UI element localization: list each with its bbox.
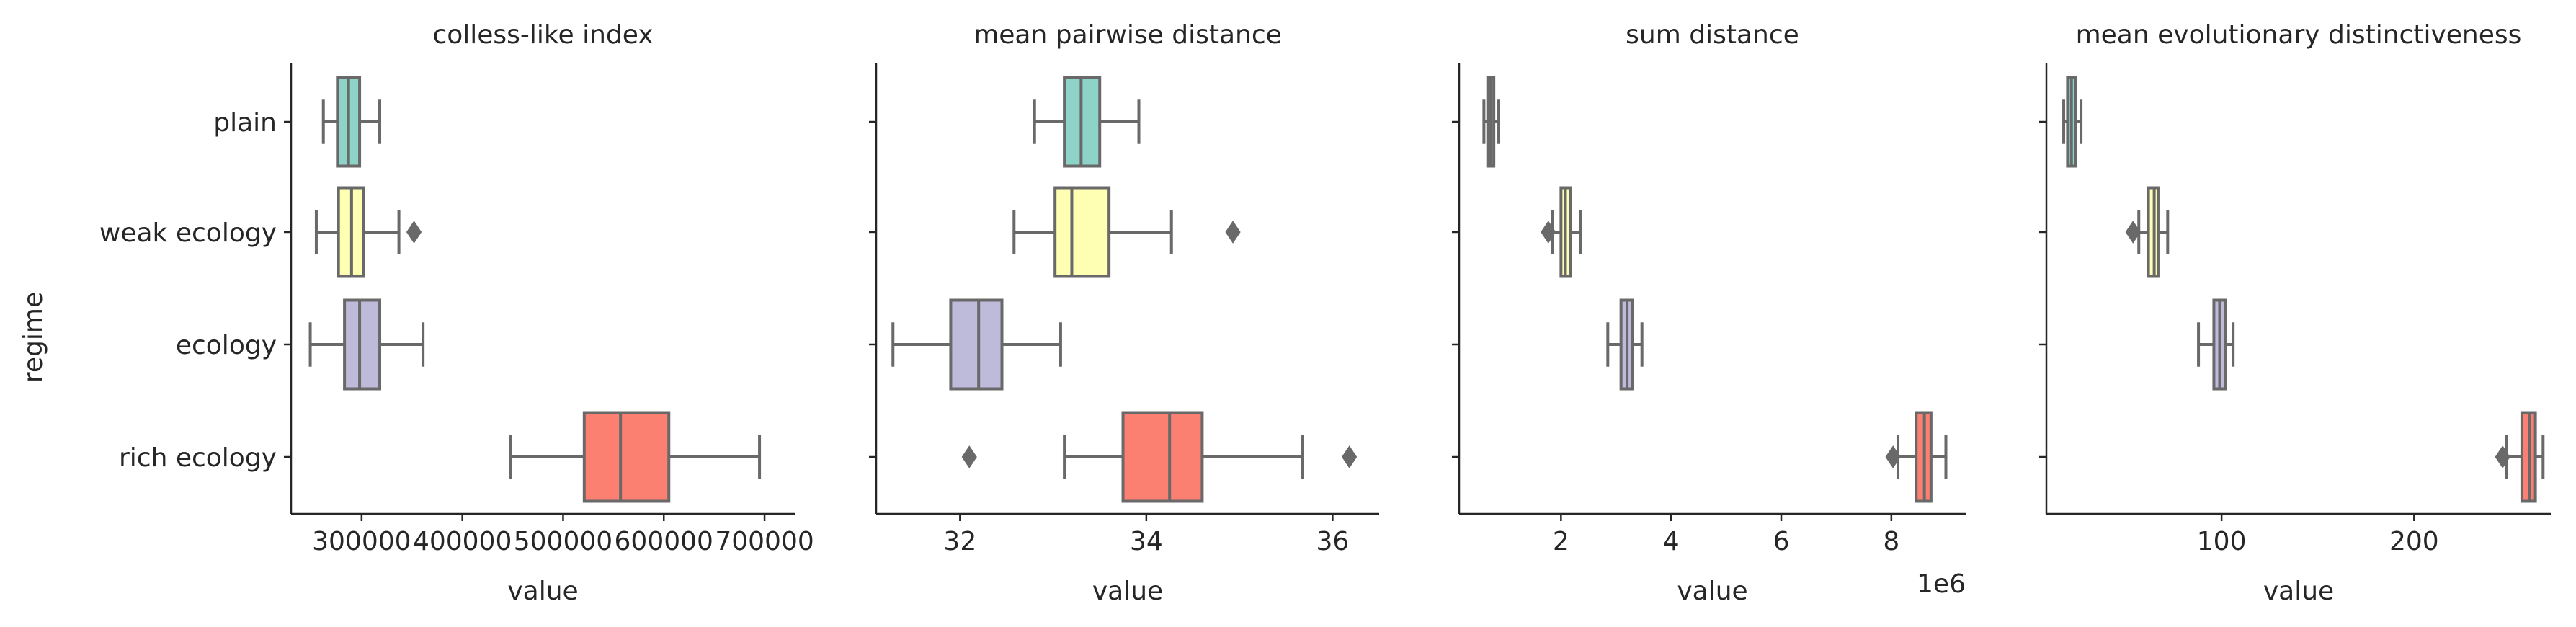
box-ecology bbox=[1606, 298, 1644, 391]
x-axis-label: value bbox=[2263, 577, 2334, 606]
outlier-point bbox=[2495, 445, 2510, 468]
y-tick-label: rich ecology bbox=[119, 443, 277, 473]
box-plain bbox=[1033, 76, 1141, 168]
subplot-title: mean pairwise distance bbox=[973, 20, 1282, 50]
subplot-3: sum distance 2 4 6 8 value 1e6 bbox=[1452, 20, 1966, 606]
box-body bbox=[1053, 186, 1111, 278]
x-tick-label: 700000 bbox=[715, 527, 814, 556]
x-tick-label: 200 bbox=[2389, 527, 2439, 556]
box-rich-ecology bbox=[961, 411, 1358, 503]
x-tick-label: 400000 bbox=[413, 527, 512, 556]
box-plain bbox=[2062, 76, 2083, 168]
box-weak-ecology bbox=[1012, 186, 1241, 278]
x-axis-label: value bbox=[507, 577, 578, 606]
x-axis-offset-label: 1e6 bbox=[1917, 569, 1966, 599]
box-ecology bbox=[2197, 298, 2235, 391]
outlier-point bbox=[406, 221, 422, 244]
x-tick-label: 34 bbox=[1130, 527, 1163, 556]
x-axis-label: value bbox=[1677, 577, 1747, 606]
x-tick-label: 100 bbox=[2197, 527, 2247, 556]
x-tick-label: 8 bbox=[1883, 527, 1899, 556]
outlier-point bbox=[961, 445, 977, 468]
box-rich-ecology bbox=[2495, 411, 2545, 503]
subplot-title: sum distance bbox=[1626, 20, 1799, 50]
box-ecology bbox=[891, 298, 1062, 391]
outlier-point bbox=[1885, 445, 1901, 468]
box-ecology bbox=[308, 298, 425, 391]
x-tick-label: 6 bbox=[1773, 527, 1790, 556]
x-tick-label: 32 bbox=[943, 527, 976, 556]
box-body bbox=[949, 298, 1004, 391]
y-axis-label: regime bbox=[19, 292, 48, 383]
subplot-2: mean pairwise distance 32 34 36 value bbox=[869, 20, 1379, 606]
subplot-title: colless-like index bbox=[432, 20, 653, 50]
box-weak-ecology bbox=[1541, 186, 1582, 278]
x-tick-label: 600000 bbox=[615, 527, 713, 556]
y-tick-label: weak ecology bbox=[99, 218, 277, 248]
x-tick-label: 500000 bbox=[514, 527, 612, 556]
outlier-point bbox=[1342, 445, 1358, 468]
x-tick-label: 36 bbox=[1316, 527, 1349, 556]
y-tick-label: ecology bbox=[176, 331, 277, 360]
box-body bbox=[582, 411, 671, 503]
box-body bbox=[343, 298, 382, 391]
subplot-4: mean evolutionary distinctiveness 100 200 v… bbox=[2039, 20, 2551, 606]
outlier-point bbox=[2125, 221, 2141, 244]
subplot-1: colless-like index plain weak ecology ecolo… bbox=[99, 20, 814, 606]
box-weak-ecology bbox=[2125, 186, 2170, 278]
subplot-title: mean evolutionary distinctiveness bbox=[2076, 20, 2522, 50]
x-tick-label: 2 bbox=[1553, 527, 1569, 556]
box-body bbox=[1121, 411, 1204, 503]
box-rich-ecology bbox=[509, 411, 762, 503]
box-plain bbox=[1482, 76, 1501, 168]
y-axis-label-group: regime bbox=[19, 292, 48, 383]
x-axis-label: value bbox=[1092, 577, 1163, 606]
box-plain bbox=[321, 76, 382, 168]
box-rich-ecology bbox=[1885, 411, 1948, 503]
x-tick-label: 4 bbox=[1663, 527, 1680, 556]
outlier-point bbox=[1225, 221, 1241, 244]
outlier-point bbox=[1541, 221, 1556, 244]
x-tick-label: 300000 bbox=[312, 527, 411, 556]
box-weak-ecology bbox=[314, 186, 422, 278]
y-tick-label: plain bbox=[213, 108, 277, 138]
